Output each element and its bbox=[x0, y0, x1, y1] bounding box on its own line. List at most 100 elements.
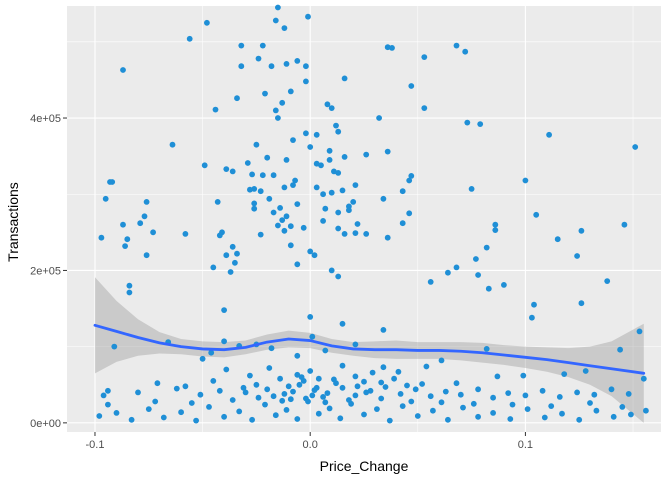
x-axis-ticks: -0.1 0.0 0.1 bbox=[85, 432, 533, 451]
data-point bbox=[363, 389, 370, 396]
data-point bbox=[352, 230, 359, 237]
data-point bbox=[120, 67, 126, 73]
data-point bbox=[576, 416, 583, 423]
data-point bbox=[384, 234, 391, 241]
data-point bbox=[380, 195, 387, 202]
data-point bbox=[354, 221, 361, 227]
data-point bbox=[501, 282, 507, 288]
data-point bbox=[339, 362, 346, 369]
x-tick-label: 0.1 bbox=[518, 439, 533, 451]
data-point bbox=[376, 115, 382, 121]
data-point bbox=[107, 179, 113, 185]
data-point bbox=[628, 411, 634, 418]
data-point bbox=[341, 75, 348, 82]
data-point bbox=[509, 401, 516, 408]
x-axis-title: Price_Change bbox=[320, 458, 409, 474]
data-point bbox=[287, 396, 294, 403]
data-point bbox=[160, 414, 167, 421]
data-point bbox=[255, 55, 262, 62]
data-point bbox=[335, 225, 342, 232]
data-point bbox=[249, 171, 256, 178]
data-point bbox=[150, 229, 157, 236]
data-point bbox=[287, 242, 294, 249]
data-point bbox=[475, 413, 481, 420]
data-point bbox=[229, 243, 236, 250]
data-point bbox=[354, 383, 361, 390]
data-point bbox=[113, 410, 120, 416]
data-point bbox=[249, 416, 256, 423]
data-point bbox=[608, 386, 615, 393]
data-point bbox=[438, 357, 445, 364]
data-point bbox=[378, 379, 385, 386]
data-point bbox=[485, 285, 492, 292]
data-point bbox=[214, 199, 221, 205]
data-point bbox=[406, 177, 413, 184]
data-point bbox=[96, 413, 103, 419]
x-tick-label: -0.1 bbox=[85, 439, 104, 451]
data-point bbox=[270, 209, 277, 216]
data-point bbox=[105, 401, 111, 408]
data-point bbox=[229, 397, 236, 403]
data-point bbox=[522, 177, 529, 184]
y-tick-label: 0e+00 bbox=[30, 418, 61, 430]
data-point bbox=[414, 413, 421, 419]
data-point bbox=[268, 63, 275, 70]
data-point bbox=[247, 372, 253, 379]
data-point bbox=[154, 380, 161, 387]
data-point bbox=[143, 252, 150, 259]
data-point bbox=[320, 191, 326, 198]
data-point bbox=[636, 328, 643, 335]
data-point bbox=[216, 387, 223, 394]
data-point bbox=[621, 221, 628, 228]
data-point bbox=[462, 48, 469, 55]
data-point bbox=[208, 349, 215, 356]
y-axis-title: Transactions bbox=[5, 182, 21, 262]
data-point bbox=[326, 147, 333, 154]
data-point bbox=[313, 131, 320, 138]
data-point bbox=[361, 411, 367, 418]
data-point bbox=[333, 122, 339, 129]
data-point bbox=[473, 256, 479, 262]
data-point bbox=[294, 261, 301, 268]
data-point bbox=[300, 224, 307, 231]
data-point bbox=[610, 413, 617, 420]
data-point bbox=[126, 282, 133, 289]
data-point bbox=[361, 378, 367, 385]
data-point bbox=[324, 390, 331, 396]
data-point bbox=[141, 213, 148, 220]
data-point bbox=[453, 380, 460, 387]
data-point bbox=[210, 264, 217, 271]
data-point bbox=[197, 391, 204, 398]
data-point bbox=[324, 101, 331, 108]
data-point bbox=[421, 105, 428, 111]
data-point bbox=[556, 394, 563, 400]
data-point bbox=[363, 231, 370, 237]
data-point bbox=[522, 392, 529, 399]
data-point bbox=[206, 404, 212, 410]
data-point bbox=[264, 386, 271, 393]
data-point bbox=[223, 366, 230, 373]
data-point bbox=[100, 392, 107, 399]
data-point bbox=[475, 386, 481, 393]
data-point bbox=[201, 162, 208, 169]
data-point bbox=[216, 232, 223, 239]
data-point bbox=[442, 388, 449, 395]
data-point bbox=[524, 406, 531, 412]
data-point bbox=[604, 278, 611, 284]
data-point bbox=[98, 234, 105, 241]
data-point bbox=[234, 250, 240, 257]
data-point bbox=[408, 83, 415, 89]
data-point bbox=[408, 173, 415, 179]
data-point bbox=[315, 375, 322, 382]
data-point bbox=[283, 213, 290, 220]
data-point bbox=[307, 314, 314, 320]
data-point bbox=[253, 141, 260, 148]
data-point bbox=[470, 400, 477, 407]
data-point bbox=[404, 382, 410, 389]
data-point bbox=[255, 394, 262, 401]
data-point bbox=[322, 347, 329, 354]
data-point bbox=[303, 395, 309, 402]
data-point bbox=[266, 195, 273, 202]
smooth-trend-line bbox=[93, 323, 646, 375]
data-point bbox=[290, 182, 296, 189]
